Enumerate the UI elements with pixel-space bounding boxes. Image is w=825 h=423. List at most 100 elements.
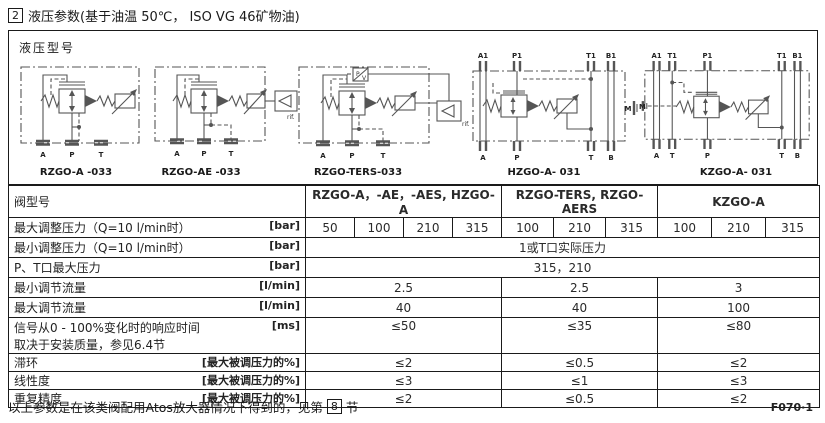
param-value: 3 bbox=[657, 277, 821, 298]
param-value: 315 bbox=[605, 217, 659, 238]
port-label: B1 bbox=[606, 52, 616, 60]
param-value: 315 bbox=[451, 217, 503, 238]
table-row-hysteresis: 滞环 [最大被调压力的%] ≤2 ≤0.5 ≤2 bbox=[8, 353, 821, 372]
hydraulic-symbols-panel: 液压型号 bbox=[8, 30, 818, 185]
column-group-header: RZGO-A，-AE，-AES, HZGO-A bbox=[304, 185, 503, 218]
column-group-header: KZGO-A bbox=[657, 185, 821, 218]
diagram-label: RZGO-A -033 bbox=[39, 167, 113, 178]
table-row-max-port-pressure: P、T口最大压力 [bar] 315，210 bbox=[8, 257, 821, 278]
schematic-rzgo-a-033: A P T bbox=[20, 66, 140, 159]
param-value: 50 bbox=[305, 217, 355, 238]
param-value: 210 bbox=[711, 217, 767, 238]
row-label: 线性度 bbox=[14, 374, 51, 388]
table-row-response-time: 信号从0 - 100%变化时的响应时间 取决于安装质量，参见6.4节 [ms] … bbox=[8, 317, 821, 354]
port-label: B bbox=[608, 154, 613, 162]
row-unit: [l/min] bbox=[259, 279, 300, 292]
table-row-model: 阀型号 RZGO-A，-AE，-AES, HZGO-A RZGO-TERS, R… bbox=[8, 185, 821, 218]
port-label: A bbox=[174, 150, 180, 158]
port-label: T bbox=[670, 152, 675, 160]
param-value: ≤1 bbox=[501, 371, 659, 390]
param-value: 210 bbox=[403, 217, 453, 238]
port-label: T bbox=[779, 152, 784, 160]
table-row-min-flow: 最小调节流量 [l/min] 2.5 2.5 3 bbox=[8, 277, 821, 298]
port-label: P1 bbox=[703, 52, 713, 60]
schematic-rzgo-ae-033: rif. A P T bbox=[154, 66, 298, 158]
table-row-max-flow: 最大调节流量 [l/min] 40 40 100 bbox=[8, 297, 821, 318]
port-label: T1 bbox=[668, 52, 678, 60]
param-value: 100 bbox=[501, 217, 555, 238]
param-value: ≤35 bbox=[501, 317, 659, 354]
row-label: 阀型号 bbox=[14, 195, 51, 209]
port-label: P bbox=[69, 151, 74, 159]
row-unit: [最大被调压力的%] bbox=[201, 356, 300, 369]
row-unit: [bar] bbox=[269, 219, 300, 232]
param-value: 315 bbox=[765, 217, 821, 238]
diagram-label: RZGO-TERS-033 bbox=[313, 167, 403, 178]
gauge-port-label: M bbox=[639, 103, 646, 111]
param-value: ≤0.5 bbox=[501, 353, 659, 372]
port-label: A1 bbox=[652, 52, 662, 60]
port-label: P1 bbox=[512, 52, 522, 60]
table-row-repeatability: 重复精度 [最大被调压力的%] ≤2 ≤0.5 ≤2 bbox=[8, 389, 821, 408]
amplifier-ref-label: rif. bbox=[462, 121, 470, 128]
param-value: 100 bbox=[657, 297, 821, 318]
footnote-section-box: 8 bbox=[326, 399, 342, 414]
port-label: A bbox=[40, 151, 46, 159]
table-row-linearity: 线性度 [最大被调压力的%] ≤3 ≤1 ≤3 bbox=[8, 371, 821, 390]
diagram-label: HZGO-A- 031 bbox=[507, 167, 581, 178]
param-value: ≤2 bbox=[304, 389, 503, 408]
parameters-table: 阀型号 RZGO-A，-AE，-AES, HZGO-A RZGO-TERS, R… bbox=[8, 185, 821, 408]
param-value: 100 bbox=[354, 217, 404, 238]
port-label: T bbox=[99, 151, 104, 159]
port-label: A bbox=[654, 152, 660, 160]
port-label: B1 bbox=[792, 52, 802, 60]
param-value: 315，210 bbox=[304, 257, 821, 278]
page-code: F070·1 bbox=[770, 401, 813, 414]
port-label: T bbox=[381, 152, 386, 160]
page-title: 液压参数(基于油温 50℃， ISO VG 46矿物油) bbox=[28, 10, 300, 25]
diagram-label: KZGO-A- 031 bbox=[699, 167, 773, 178]
row-label: 最大调节流量 bbox=[14, 301, 87, 315]
row-unit: [ms] bbox=[271, 319, 300, 332]
port-label: T bbox=[229, 150, 234, 158]
row-label: P、T口最大压力 bbox=[14, 261, 101, 275]
table-row-min-pressure: 最小调整压力（Q=10 l/min时） [bar] 1或T口实际压力 bbox=[8, 237, 821, 258]
footnote-text: 以上参数是在该类阀配用Atos放大器情况下得到的，见第 bbox=[8, 400, 323, 415]
param-value: ≤80 bbox=[657, 317, 821, 354]
table-row-max-pressure: 最大调整压力（Q=10 l/min时） [bar] 50 100 210 315… bbox=[8, 217, 821, 238]
column-group-header: RZGO-TERS, RZGO-AERS bbox=[501, 185, 659, 218]
schematic-hzgo-a-031: A1 P1 T1 B1 M A P T B bbox=[472, 52, 638, 162]
param-value: 40 bbox=[304, 297, 503, 318]
param-value: ≤2 bbox=[304, 353, 503, 372]
param-value: 100 bbox=[657, 217, 713, 238]
row-label-line2: 取决于安装质量，参见6.4节 bbox=[14, 338, 166, 352]
row-label: 滞环 bbox=[14, 356, 39, 370]
port-label: T1 bbox=[777, 52, 787, 60]
port-label: A bbox=[480, 154, 486, 162]
param-value: ≤2 bbox=[657, 389, 821, 408]
row-unit: [最大被调压力的%] bbox=[201, 374, 300, 387]
page-header: 2 液压参数(基于油温 50℃， ISO VG 46矿物油) bbox=[8, 6, 300, 25]
port-label: P bbox=[349, 152, 354, 160]
port-label: P bbox=[705, 152, 710, 160]
schematic-kzgo-a-031: A1 T1 P1 T1 B1 M A T P T B bbox=[639, 52, 810, 160]
footnote-suffix: 节 bbox=[345, 400, 359, 415]
footnote: 以上参数是在该类阀配用Atos放大器情况下得到的，见第 8 节 bbox=[8, 397, 358, 416]
panel-title: 液压型号 bbox=[19, 41, 76, 55]
param-value: ≤0.5 bbox=[501, 389, 659, 408]
port-label: P bbox=[514, 154, 519, 162]
param-value: 1或T口实际压力 bbox=[304, 237, 821, 258]
param-value: ≤3 bbox=[657, 371, 821, 390]
port-label: P bbox=[201, 150, 206, 158]
port-label: A bbox=[320, 152, 326, 160]
port-label: A1 bbox=[478, 52, 488, 60]
amplifier-ref-label: rif. bbox=[287, 114, 295, 121]
row-unit: [l/min] bbox=[259, 299, 300, 312]
section-number-box: 2 bbox=[8, 8, 23, 23]
param-value: ≤3 bbox=[304, 371, 503, 390]
param-value: ≤50 bbox=[304, 317, 503, 354]
row-label: 重复精度 bbox=[14, 392, 63, 406]
param-value: 2.5 bbox=[501, 277, 659, 298]
gauge-port-label: M bbox=[625, 105, 632, 113]
